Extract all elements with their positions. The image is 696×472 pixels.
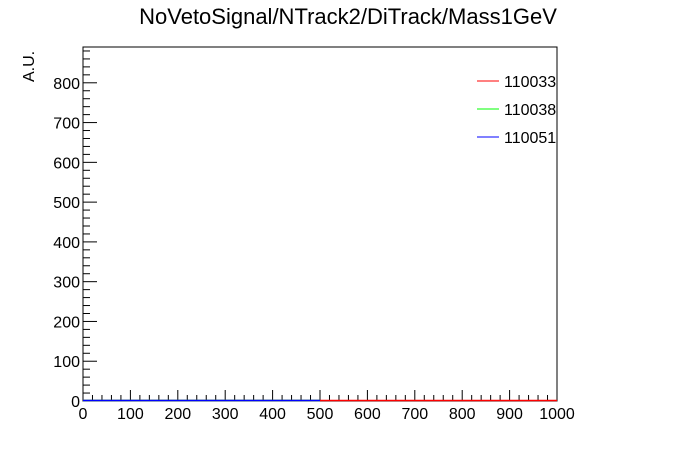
x-tick-label: 500 xyxy=(307,406,334,423)
plot-frame xyxy=(82,46,558,402)
y-tick-label: 500 xyxy=(53,195,80,212)
legend-label-110038: 110038 xyxy=(504,102,556,119)
x-tick-label: 100 xyxy=(117,406,144,423)
y-tick-label: 200 xyxy=(53,314,80,331)
y-tick-label: 300 xyxy=(53,275,80,292)
x-tick-label: 0 xyxy=(79,406,88,423)
x-tick-label: 700 xyxy=(401,406,428,423)
x-tick-label: 800 xyxy=(449,406,476,423)
axis-tick-labels: 0 100 200 300 400 500 600 700 800 900 1000 0 100 200 3… xyxy=(53,76,575,423)
x-tick-label: 200 xyxy=(164,406,191,423)
x-tick-label: 900 xyxy=(496,406,523,423)
legend-label-110033: 110033 xyxy=(504,74,556,91)
x-tick-label: 600 xyxy=(354,406,381,423)
y-tick-label: 600 xyxy=(53,155,80,172)
axis-ticks xyxy=(82,50,558,402)
y-axis-label: A.U. xyxy=(21,51,38,82)
y-tick-label: 100 xyxy=(53,354,80,371)
x-tick-label: 400 xyxy=(259,406,286,423)
y-tick-label: 0 xyxy=(71,394,80,411)
plot-border xyxy=(82,46,558,402)
x-tick-label: 300 xyxy=(212,406,239,423)
chart-title: NoVetoSignal/NTrack2/DiTrack/Mass1GeV xyxy=(139,4,557,29)
y-tick-label: 800 xyxy=(53,76,80,93)
y-tick-label: 700 xyxy=(53,116,80,133)
legend: 110033 110038 110051 xyxy=(477,74,556,147)
legend-label-110051: 110051 xyxy=(504,130,556,147)
x-tick-label: 1000 xyxy=(539,406,575,423)
y-tick-label: 400 xyxy=(53,235,80,252)
